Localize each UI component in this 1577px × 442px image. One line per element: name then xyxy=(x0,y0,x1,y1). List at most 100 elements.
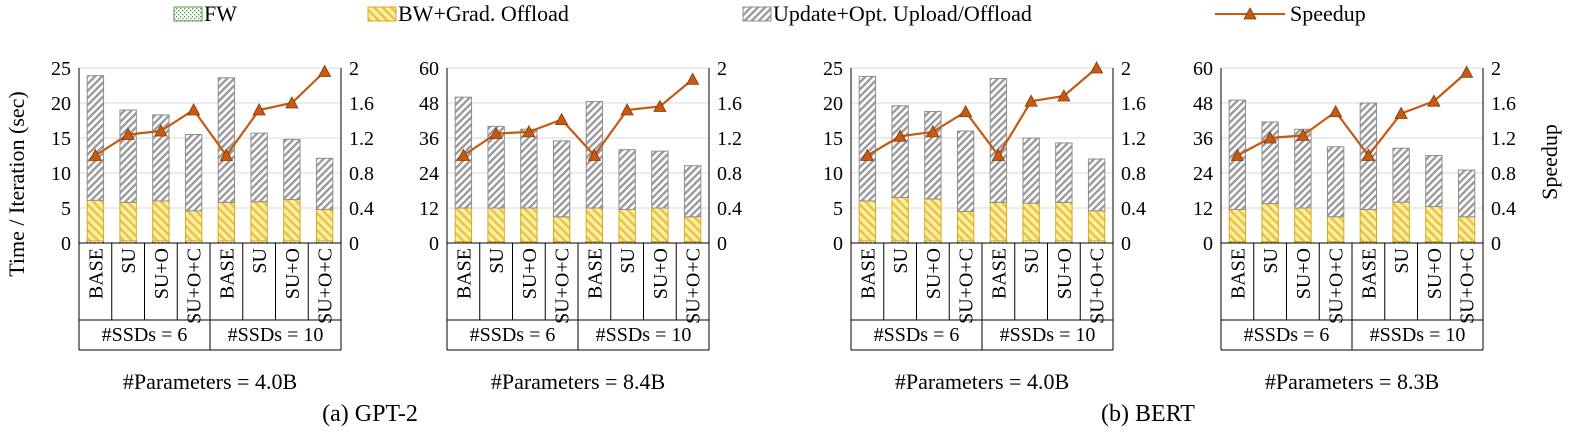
bar-segment-update xyxy=(520,128,538,209)
y2-tick-label: 0.4 xyxy=(1491,198,1516,220)
bar-segment-update xyxy=(552,140,571,218)
bar-segment-bw xyxy=(1087,210,1106,242)
bar-segment-bw xyxy=(487,207,505,243)
speedup-point xyxy=(317,64,332,77)
bar-segment-bw xyxy=(989,201,1008,242)
speedup-point xyxy=(88,148,103,161)
speedup-line xyxy=(94,70,326,158)
y2-tick-label: 1.6 xyxy=(349,93,374,115)
chart-caption: #Parameters = 4.0B xyxy=(895,369,1069,394)
legend-swatch-fw xyxy=(173,6,203,22)
bar-segment-update xyxy=(250,132,268,203)
chart-3: 0 5 10 15 20 25 0 0.4 0.8 1.2 1.6 2 #SSDs = 6 #SSDs =… xyxy=(823,58,1146,394)
category-label: SU xyxy=(890,247,912,273)
bar-segment-bw xyxy=(152,200,170,242)
speedup-point xyxy=(1394,106,1408,119)
bar-segment-bw xyxy=(1261,203,1279,243)
speedup-point xyxy=(860,148,875,161)
bar-segment-bw xyxy=(520,207,538,243)
legend-swatch-update xyxy=(742,6,772,22)
y-tick-label: 5 xyxy=(833,198,843,220)
y-tick-label: 15 xyxy=(823,128,843,150)
bar-segment-update xyxy=(1055,142,1073,203)
bar-segment-bw xyxy=(86,199,105,242)
category-group-label: #SSDs = 10 xyxy=(596,324,692,346)
speedup-point xyxy=(893,129,907,142)
speedup-point xyxy=(1089,61,1104,74)
category-group-label: #SSDs = 10 xyxy=(228,324,324,346)
bar-segment-bw xyxy=(956,211,975,242)
bar-segment-bw xyxy=(184,210,203,242)
legend-label-speedup: Speedup xyxy=(1290,1,1366,26)
speedup-point xyxy=(121,127,135,140)
y-tick-label: 12 xyxy=(419,198,439,220)
y-tick-label: 25 xyxy=(823,58,843,80)
chart-caption: #Parameters = 8.4B xyxy=(491,369,665,394)
category-label: SU+O+C xyxy=(956,248,978,324)
speedup-point xyxy=(522,125,536,138)
speedup-point xyxy=(154,124,168,137)
speedup-line xyxy=(1236,71,1468,158)
y2-tick-label: 0.8 xyxy=(717,163,742,185)
category-label: BASE xyxy=(584,248,606,299)
bar-segment-bw xyxy=(1294,207,1312,243)
speedup-point xyxy=(1263,131,1277,144)
y2-tick-label: 1.6 xyxy=(1491,93,1516,115)
bar-segment-bw xyxy=(651,207,669,243)
bar-segment-update xyxy=(891,105,909,198)
legend-label-update: Update+Opt. Upload/Offload xyxy=(773,1,1032,26)
category-label: SU+O xyxy=(1293,248,1315,299)
bar-segment-bw xyxy=(858,200,877,242)
speedup-point xyxy=(489,126,503,140)
bar-segment-update xyxy=(618,149,636,210)
y2-tick-label: 2 xyxy=(1121,58,1131,80)
speedup-point xyxy=(252,103,266,116)
y-tick-label: 0 xyxy=(1203,233,1213,255)
speedup-point xyxy=(685,72,700,85)
speedup-line xyxy=(866,67,1098,158)
y-tick-label: 48 xyxy=(1193,93,1213,115)
legend-label-fw: FW xyxy=(204,1,237,26)
bar-segment-update xyxy=(487,125,505,209)
category-group-label: #SSDs = 6 xyxy=(874,324,960,346)
y2-tick-label: 0.4 xyxy=(717,198,742,220)
y-right-axis-title: Speedup xyxy=(1537,124,1562,200)
bar-segment-update xyxy=(1294,128,1312,209)
category-group-label: #SSDs = 6 xyxy=(470,324,556,346)
bar-segment-bw xyxy=(454,207,473,243)
y2-tick-label: 0 xyxy=(1491,233,1501,255)
category-label: BASE xyxy=(988,248,1010,299)
category-label: SU+O xyxy=(1424,248,1446,299)
y-tick-label: 5 xyxy=(61,198,71,220)
bar-segment-update xyxy=(1087,158,1106,212)
bar-segment-bw xyxy=(119,201,137,242)
y-tick-label: 24 xyxy=(419,163,439,185)
bar-segment-bw xyxy=(1022,202,1040,242)
speedup-point xyxy=(653,99,667,112)
speedup-point xyxy=(186,103,201,116)
bar-segment-bw xyxy=(552,216,571,243)
category-label: SU+O+C xyxy=(315,248,337,324)
y2-tick-label: 2 xyxy=(717,58,727,80)
legend: FW BW+Grad. Offload Update+Opt. Upload/O… xyxy=(173,1,1366,26)
y2-tick-label: 0 xyxy=(349,233,359,255)
speedup-point xyxy=(219,148,234,161)
y-tick-label: 0 xyxy=(429,233,439,255)
speedup-point xyxy=(587,148,602,161)
bar-segment-bw xyxy=(585,207,604,243)
bar-segment-update xyxy=(1392,147,1410,203)
category-label: BASE xyxy=(85,248,107,299)
bar-segment-bw xyxy=(315,208,334,242)
y-tick-label: 48 xyxy=(419,93,439,115)
category-group-label: #SSDs = 6 xyxy=(102,324,188,346)
y-tick-label: 20 xyxy=(51,93,71,115)
bar-segment-bw xyxy=(1326,216,1345,243)
y-tick-label: 12 xyxy=(1193,198,1213,220)
category-label: SU xyxy=(1260,247,1282,273)
category-label: SU+O xyxy=(650,248,672,299)
bar-segment-update xyxy=(651,150,669,209)
bar-segment-bw xyxy=(1425,206,1443,243)
caption-bert: (b) BERT xyxy=(1101,401,1195,427)
category-label: SU xyxy=(617,247,639,273)
category-group-label: #SSDs = 10 xyxy=(1000,324,1096,346)
